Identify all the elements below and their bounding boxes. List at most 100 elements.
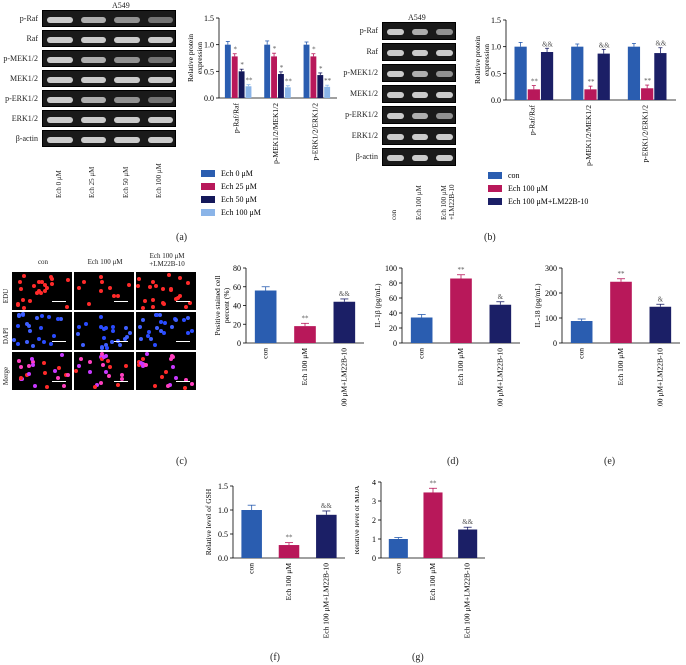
blot-b-band-strip (382, 148, 456, 166)
y-tick-label: 0.5 (491, 69, 501, 78)
blot-a-band (114, 16, 140, 23)
blot-a-band (80, 56, 106, 63)
y-tick-label: 3 (372, 497, 376, 506)
significance-mark: & (658, 295, 664, 303)
y-tick-label: 0.0 (218, 554, 228, 563)
blot-b-band (411, 71, 429, 77)
y-tick-label: 60 (389, 294, 397, 303)
bar (271, 56, 277, 98)
x-tick-label: con (577, 348, 586, 359)
blot-a-band-strip (42, 70, 176, 87)
y-axis-label-line: Positive stained cell (213, 276, 222, 336)
significance-mark: && (542, 40, 553, 48)
legend-label: Ech 50 μM (221, 195, 257, 204)
blot-b-band (436, 134, 453, 140)
y-tick-label: 2 (372, 516, 376, 525)
blot-b-band-label: p-MEK1/2 (343, 68, 378, 77)
legend-swatch (201, 170, 215, 177)
micro-row-label: Merge (2, 366, 10, 386)
x-tick-label: Ech 100 μM+LM22B-10 (339, 348, 348, 407)
micro-image (74, 312, 134, 350)
micro-col-label: Ech 100 μM (149, 252, 185, 260)
blot-b-band (387, 113, 404, 119)
y-tick-label: 1.0 (491, 43, 501, 52)
bar (231, 56, 238, 98)
blot-a-band (147, 96, 173, 103)
blot-a-band (80, 136, 106, 143)
x-tick-label: con (417, 348, 426, 359)
blot-a-band-strip (42, 10, 176, 27)
y-tick-label: 0 (372, 554, 376, 563)
x-tick-label: Ech 100 μM (300, 348, 309, 386)
y-tick-label: 100 (385, 264, 397, 273)
legend-swatch (201, 209, 215, 216)
bar (254, 290, 277, 343)
blot-b-band (411, 134, 429, 140)
y-tick-label: 0 (237, 339, 241, 348)
blot-a-band (47, 36, 73, 43)
y-tick-label: 0.5 (218, 530, 228, 539)
blot-a-band (114, 96, 140, 103)
bar (597, 53, 610, 100)
bar (654, 53, 667, 100)
x-tick-label: p-Raf/Raf (527, 105, 536, 135)
y-tick-label: 4 (372, 480, 376, 487)
micro-image (74, 272, 134, 310)
bar (571, 46, 584, 100)
bar (333, 301, 356, 343)
bar (294, 326, 316, 343)
blot-b-band-label: Raf (366, 47, 378, 56)
micro-col-label: +LM22B-10 (149, 260, 185, 268)
legend-swatch (201, 196, 215, 203)
y-axis-label-line: Relative protein (186, 34, 195, 82)
blot-b-band (436, 29, 453, 35)
y-axis-label: Relative proteinexpression (473, 36, 491, 84)
y-tick-label: 20 (233, 320, 241, 329)
y-axis-label-line: Relative protein (473, 36, 482, 84)
x-tick-label: Ech 100 μM (284, 563, 293, 601)
y-tick-label: 40 (233, 302, 241, 311)
blot-a-band-label: Raf (26, 33, 38, 43)
y-tick-label: 1.5 (204, 14, 214, 23)
legend-label: Ech 100 μM (508, 184, 548, 193)
y-tick-label: 1 (372, 535, 376, 544)
x-tick-label: p-ERK1/2/ERK1/2 (310, 103, 319, 161)
significance-mark: ** (245, 77, 253, 85)
bar (224, 44, 231, 98)
micro-image (136, 352, 196, 390)
blot-b-band-strip (382, 22, 456, 40)
significance-mark: * (233, 46, 237, 54)
bar (317, 75, 324, 98)
legend-label: con (508, 171, 520, 180)
y-axis-label-line: percent (%) (222, 287, 231, 323)
blot-a-lane-label: Ech 50 μM (121, 166, 130, 198)
blot-b-band (387, 134, 404, 140)
blot-a-band (114, 76, 140, 83)
blot-a-band (147, 76, 173, 83)
bar (527, 89, 540, 100)
y-tick-label: 80 (233, 264, 241, 273)
significance-mark: && (655, 40, 666, 48)
panel-tag-c: (c) (176, 456, 188, 467)
blot-a-band (47, 96, 73, 103)
micro-image (12, 352, 72, 390)
blot-a-band (47, 76, 73, 83)
significance-mark: ** (302, 314, 310, 322)
blot-a-lane-label: Ech 25 μM (88, 166, 97, 198)
bar (310, 56, 317, 98)
blot-b-band (411, 50, 429, 56)
y-axis-label: IL-1β (pg/mL) (373, 283, 382, 328)
legend-label: Ech 100 μM+LM22B-10 (508, 197, 588, 206)
micro-image (12, 312, 72, 350)
blot-a-band (80, 16, 106, 23)
blot-a-band-strip (42, 110, 176, 127)
blot-b-band (387, 29, 404, 35)
significance-mark: * (240, 61, 244, 69)
blot-a-band (47, 116, 73, 123)
bar (423, 492, 443, 558)
y-tick-label: 100 (545, 314, 557, 323)
panel-c-micro: con Ech 100 μM Ech 100 μM +LM22B-10 EDU DAPI… (0, 248, 200, 398)
significance-mark: ** (618, 270, 626, 278)
y-tick-label: 1.0 (218, 506, 228, 515)
blot-b-band-strip (382, 64, 456, 82)
